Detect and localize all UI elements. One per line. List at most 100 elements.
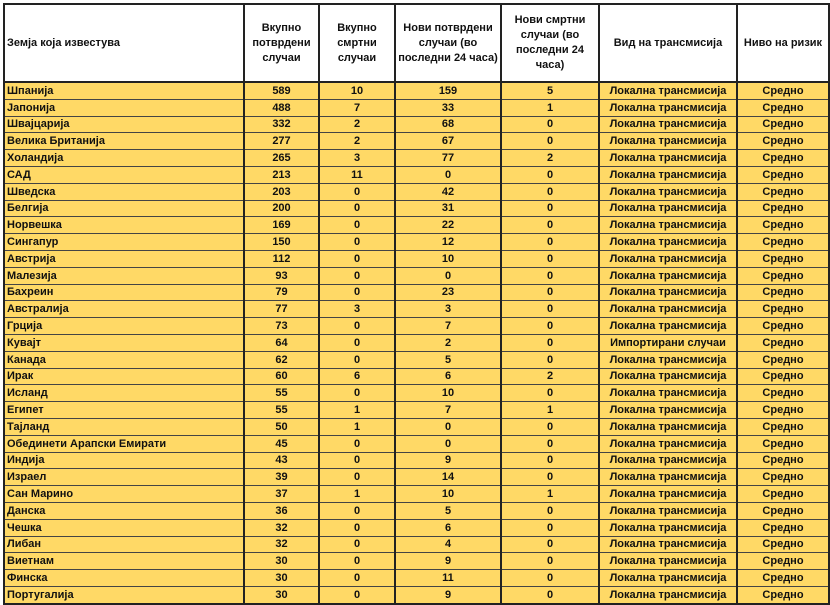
country-cell: Тајланд	[4, 417, 244, 436]
risk-level-cell: Средно	[736, 518, 829, 537]
country-cell: Белгија	[4, 199, 244, 218]
new-confirmed-cell: 4	[394, 535, 501, 554]
country-cell: Данска	[4, 501, 244, 520]
total-confirmed-cell: 55	[243, 401, 319, 419]
new-confirmed-cell: 77	[394, 149, 501, 167]
table-row: Финска 30 0 11 0 Локална трансмисија Средно	[4, 569, 829, 587]
transmission-cell: Локална трансмисија	[598, 434, 737, 453]
country-cell: Виетнам	[4, 552, 244, 571]
header-country: Земја која известува	[4, 3, 245, 83]
total-deaths-cell: 1	[318, 485, 395, 503]
total-deaths-cell: 11	[318, 165, 395, 184]
table-row: САД 213 11 0 0 Локална трансмисија Средно	[4, 165, 829, 184]
new-deaths-cell: 0	[500, 199, 599, 218]
risk-level-cell: Средно	[736, 165, 829, 184]
new-deaths-cell: 0	[500, 501, 599, 520]
total-deaths-cell: 0	[318, 434, 395, 453]
country-cell: Чешка	[4, 518, 244, 537]
transmission-cell: Локална трансмисија	[598, 300, 737, 319]
risk-level-cell: Средно	[736, 384, 829, 403]
total-deaths-cell: 1	[318, 417, 395, 436]
new-deaths-cell: 0	[500, 384, 599, 403]
new-confirmed-cell: 9	[394, 552, 501, 571]
country-cell: Исланд	[4, 384, 244, 403]
new-deaths-cell: 2	[500, 149, 599, 167]
total-confirmed-cell: 488	[243, 98, 319, 117]
total-deaths-cell: 0	[318, 317, 395, 335]
table-row: Австрија 112 0 10 0 Локална трансмисија Средно	[4, 249, 829, 268]
header-transmission: Вид на трансмисија	[598, 3, 738, 83]
total-confirmed-cell: 64	[243, 333, 319, 352]
risk-level-cell: Средно	[736, 401, 829, 419]
transmission-cell: Локална трансмисија	[598, 266, 737, 285]
new-confirmed-cell: 10	[394, 384, 501, 403]
header-total-confirmed: Вкупно потврдени случаи	[243, 3, 320, 83]
total-confirmed-cell: 169	[243, 216, 319, 235]
total-deaths-cell: 0	[318, 266, 395, 285]
total-confirmed-cell: 32	[243, 518, 319, 537]
transmission-cell: Локална трансмисија	[598, 115, 737, 134]
total-deaths-cell: 6	[318, 367, 395, 386]
total-deaths-cell: 2	[318, 115, 395, 134]
total-deaths-cell: 0	[318, 283, 395, 302]
table-row: Шпанија 589 10 159 5 Локална трансмисија Средн…	[4, 81, 829, 100]
table-row: Тајланд 50 1 0 0 Локална трансмисија Средно	[4, 417, 829, 436]
risk-level-cell: Средно	[736, 367, 829, 386]
new-deaths-cell: 0	[500, 434, 599, 453]
risk-level-cell: Средно	[736, 132, 829, 151]
new-deaths-cell: 0	[500, 569, 599, 587]
country-cell: Јапонија	[4, 98, 244, 117]
risk-level-cell: Средно	[736, 199, 829, 218]
total-confirmed-cell: 203	[243, 182, 319, 201]
country-cell: САД	[4, 165, 244, 184]
risk-level-cell: Средно	[736, 350, 829, 369]
total-confirmed-cell: 55	[243, 384, 319, 403]
country-cell: Сан Марино	[4, 485, 244, 503]
risk-level-cell: Средно	[736, 417, 829, 436]
transmission-cell: Локална трансмисија	[598, 199, 737, 218]
table-row: Белгија 200 0 31 0 Локална трансмисија Средно	[4, 199, 829, 218]
table-row: Јапонија 488 7 33 1 Локална трансмисија Средно	[4, 98, 829, 117]
total-confirmed-cell: 213	[243, 165, 319, 184]
new-confirmed-cell: 5	[394, 350, 501, 369]
new-confirmed-cell: 6	[394, 518, 501, 537]
new-deaths-cell: 0	[500, 333, 599, 352]
risk-level-cell: Средно	[736, 451, 829, 470]
risk-level-cell: Средно	[736, 535, 829, 554]
total-deaths-cell: 0	[318, 384, 395, 403]
new-confirmed-cell: 10	[394, 485, 501, 503]
total-confirmed-cell: 73	[243, 317, 319, 335]
risk-level-cell: Средно	[736, 249, 829, 268]
risk-level-cell: Средно	[736, 434, 829, 453]
new-deaths-cell: 0	[500, 518, 599, 537]
covid-country-table: Земја која известува Вкупно потврдени сл…	[3, 3, 830, 605]
total-deaths-cell: 0	[318, 451, 395, 470]
new-confirmed-cell: 12	[394, 233, 501, 251]
table-row: Норвешка 169 0 22 0 Локална трансмисија Средно	[4, 216, 829, 235]
risk-level-cell: Средно	[736, 266, 829, 285]
total-confirmed-cell: 589	[243, 81, 319, 100]
transmission-cell: Локална трансмисија	[598, 182, 737, 201]
country-cell: Канада	[4, 350, 244, 369]
country-cell: Бахреин	[4, 283, 244, 302]
total-confirmed-cell: 93	[243, 266, 319, 285]
new-confirmed-cell: 7	[394, 401, 501, 419]
table-row: Исланд 55 0 10 0 Локална трансмисија Средно	[4, 384, 829, 403]
transmission-cell: Локална трансмисија	[598, 367, 737, 386]
table-row: Велика Британија 277 2 67 0 Локална трансмиси…	[4, 132, 829, 151]
transmission-cell: Локална трансмисија	[598, 149, 737, 167]
new-confirmed-cell: 67	[394, 132, 501, 151]
risk-level-cell: Средно	[736, 317, 829, 335]
new-confirmed-cell: 2	[394, 333, 501, 352]
new-confirmed-cell: 6	[394, 367, 501, 386]
table-row: Индија 43 0 9 0 Локална трансмисија Средно	[4, 451, 829, 470]
table-row: Данска 36 0 5 0 Локална трансмисија Средно	[4, 501, 829, 520]
total-deaths-cell: 0	[318, 216, 395, 235]
transmission-cell: Локална трансмисија	[598, 585, 737, 605]
table-row: Бахреин 79 0 23 0 Локална трансмисија Средно	[4, 283, 829, 302]
total-deaths-cell: 3	[318, 149, 395, 167]
risk-level-cell: Средно	[736, 233, 829, 251]
new-deaths-cell: 0	[500, 115, 599, 134]
new-deaths-cell: 0	[500, 182, 599, 201]
risk-level-cell: Средно	[736, 569, 829, 587]
